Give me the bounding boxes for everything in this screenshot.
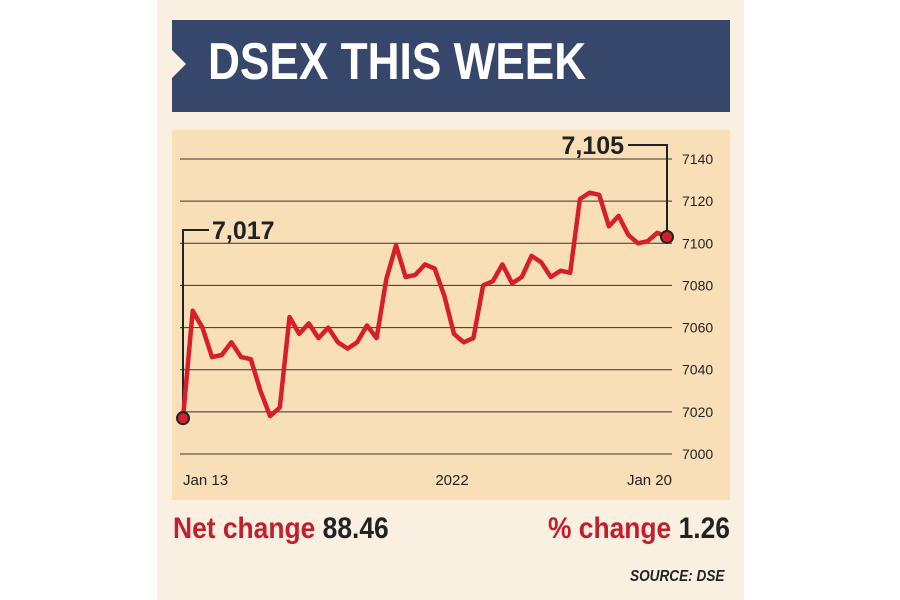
chart-title: DSEX THIS WEEK [208,33,587,91]
dsex-series-line [180,190,670,421]
percent-change-label: % change [548,512,672,545]
end-point-marker [660,229,674,244]
net-change-label: Net change [173,512,316,545]
start-point-marker [176,411,190,426]
y-tick-label: 7020 [682,404,713,420]
x-tick-label: 2022 [435,472,468,489]
y-tick-label: 7080 [682,277,713,293]
x-tick-label: Jan 13 [183,472,228,489]
y-tick-label: 7040 [682,362,713,378]
y-tick-label: 7100 [682,235,713,251]
percent-change-stat: % change 1.26 [548,512,730,546]
title-banner [172,20,730,112]
net-change-stat: Net change 88.46 [173,512,389,546]
percent-change-value: 1.26 [678,512,730,545]
y-tick-label: 7060 [682,320,713,336]
end-value-label: 7,105 [561,132,624,160]
end-callout-line [628,144,668,237]
y-tick-label: 7140 [682,151,713,167]
start-value-label: 7,017 [212,217,275,245]
net-change-value: 88.46 [322,512,389,545]
x-tick-label: Jan 20 [627,472,672,489]
y-tick-label: 7000 [682,446,713,462]
banner-notch [172,50,186,78]
y-tick-label: 7120 [682,193,713,209]
source-note: SOURCE: DSE [630,568,725,585]
start-callout-line [182,229,209,419]
